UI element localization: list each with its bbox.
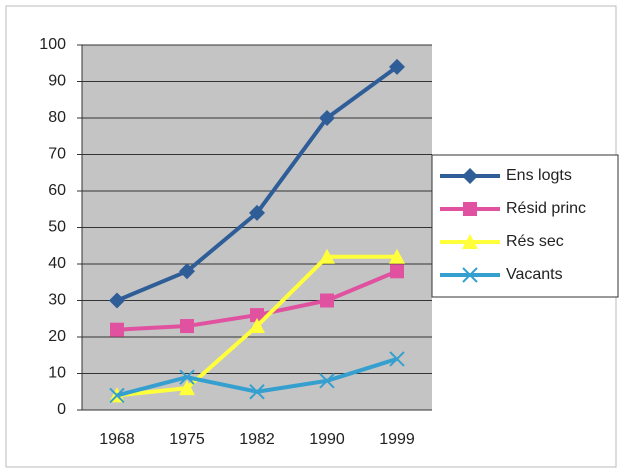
marker xyxy=(179,263,195,280)
marker xyxy=(390,264,404,279)
marker xyxy=(109,292,125,309)
legend-label: Vacants xyxy=(506,266,563,283)
x-tick-label: 1990 xyxy=(309,431,345,448)
marker xyxy=(180,319,194,334)
legend-label: Rés sec xyxy=(506,233,564,250)
marker xyxy=(320,293,334,308)
y-tick-label: 50 xyxy=(48,219,66,236)
y-tick-label: 60 xyxy=(48,182,66,199)
legend-label: Résid princ xyxy=(506,200,586,217)
y-tick-label: 70 xyxy=(48,146,66,163)
y-tick-label: 30 xyxy=(48,292,66,309)
y-tick-label: 40 xyxy=(48,255,66,272)
x-tick-label: 1968 xyxy=(99,431,135,448)
marker xyxy=(389,248,405,264)
marker xyxy=(319,373,335,389)
legend-label: Ens logts xyxy=(506,167,572,184)
y-tick-label: 20 xyxy=(48,328,66,345)
y-tick-label: 100 xyxy=(39,36,66,53)
marker xyxy=(249,384,265,400)
legend-marker xyxy=(463,202,477,216)
y-tick-label: 0 xyxy=(57,401,66,418)
marker xyxy=(389,351,405,367)
marker xyxy=(249,318,265,334)
marker xyxy=(179,380,195,396)
x-tick-label: 1975 xyxy=(169,431,205,448)
y-tick-label: 10 xyxy=(48,365,66,382)
x-tick-label: 1999 xyxy=(379,431,415,448)
legend-marker xyxy=(462,168,478,184)
legend-marker xyxy=(462,234,478,249)
marker xyxy=(110,322,124,337)
marker xyxy=(319,110,335,126)
marker xyxy=(319,248,335,264)
marker xyxy=(179,369,195,385)
marker xyxy=(389,58,405,75)
legend-marker xyxy=(462,267,478,283)
marker xyxy=(109,387,125,404)
marker xyxy=(250,308,264,323)
y-tick-label: 90 xyxy=(48,73,66,90)
x-tick-label: 1982 xyxy=(239,431,275,448)
y-tick-label: 80 xyxy=(48,109,66,126)
marker xyxy=(249,204,265,221)
